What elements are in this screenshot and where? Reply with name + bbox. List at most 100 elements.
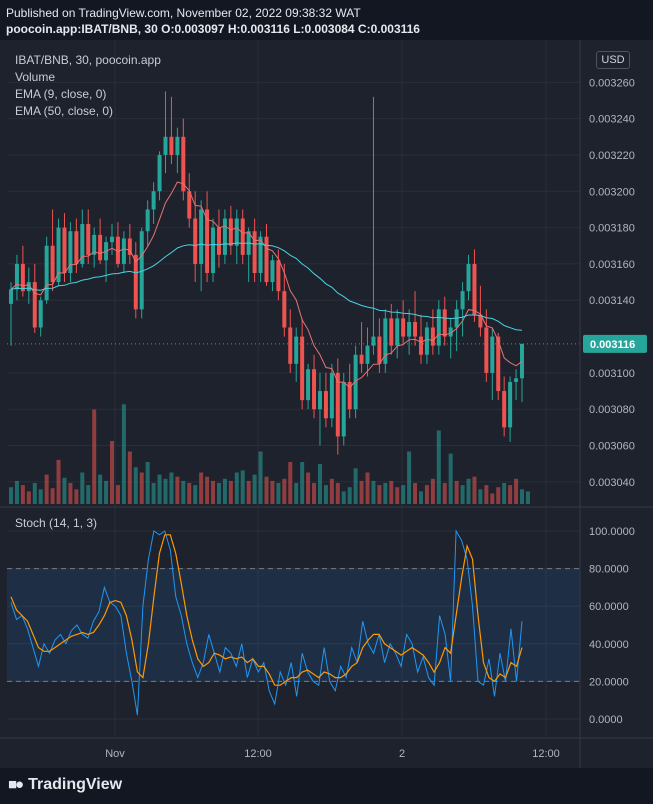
candle-body (389, 318, 394, 346)
price-tick-label: 0.003180 (589, 223, 635, 235)
chart-panel[interactable]: 0.003260 0.003240 0.003220 0.003200 0.003180… (0, 40, 653, 768)
volume-bar (163, 478, 168, 504)
published-note: Published on TradingView.com, November 0… (6, 6, 361, 20)
price-tick-label: 0.003040 (589, 477, 635, 489)
candle-body (222, 218, 227, 255)
volume-bar (490, 493, 495, 504)
candle-body (395, 318, 400, 346)
candle-body (418, 336, 423, 355)
candle-body (205, 209, 210, 273)
volume-bar (205, 476, 210, 504)
price-tick-label: 0.003260 (589, 77, 635, 89)
candle-body (484, 327, 489, 373)
legend-volume: Volume (15, 70, 56, 84)
ohlc-readout: poocoin.app:IBAT/BNB, 30 O:0.003097 H:0.… (6, 22, 420, 36)
candle-body (335, 372, 340, 437)
candle-body (430, 327, 435, 346)
price-tick-label: 0.003200 (589, 186, 635, 198)
volume-bar (288, 462, 293, 504)
volume-bar (62, 477, 67, 504)
volume-bar (484, 485, 489, 504)
stoch-panel (0, 506, 653, 716)
candle-body (145, 209, 150, 232)
currency-button[interactable]: USD (596, 51, 630, 69)
volume-bar (181, 480, 186, 504)
price-tick-label: 0.003220 (589, 150, 635, 162)
candle-body (127, 238, 132, 255)
candle-body (193, 218, 198, 264)
volume-bar (359, 480, 364, 504)
volume-bar (110, 441, 115, 504)
candle-body (472, 263, 477, 315)
candle-body (252, 231, 257, 273)
volume-bar (86, 485, 91, 504)
axes: 0.003260 0.003240 0.003220 0.003200 0.003180… (0, 40, 653, 768)
candle-body (424, 327, 429, 355)
volume-bar (395, 487, 400, 504)
volume-bar (104, 480, 109, 504)
candle-body (383, 318, 388, 364)
volume-bar (418, 491, 423, 504)
ema50-line (10, 242, 523, 331)
candle-body (68, 231, 73, 273)
candle-body (211, 227, 216, 273)
volume-bar (478, 489, 483, 504)
legend-ema50: EMA (50, close, 0) (15, 104, 114, 118)
volume-bar (211, 480, 216, 504)
candle-body (9, 289, 13, 304)
chart-svg[interactable]: 0.003260 0.003240 0.003220 0.003200 0.003180… (0, 40, 653, 768)
candle-body (413, 322, 418, 337)
top-bar: Published on TradingView.com, November 0… (0, 0, 653, 40)
candle-body (323, 391, 328, 419)
volume-bar (222, 478, 227, 504)
volume-bar (347, 487, 352, 504)
last-price-label: 0.003116 (590, 339, 635, 351)
candle-body (300, 336, 305, 401)
volume-bar (317, 464, 322, 504)
price-tick-label: 0.003140 (589, 295, 635, 307)
volume-bar (38, 489, 43, 504)
candle-body (312, 369, 317, 410)
stoch-k-line (10, 529, 523, 716)
candle-body (294, 336, 299, 364)
volume-bar (228, 480, 233, 504)
candle-body (276, 260, 281, 292)
candle-body (187, 191, 192, 219)
price-tick-label: 0.003080 (589, 404, 635, 416)
candles (9, 91, 524, 455)
candle-body (216, 227, 221, 255)
stoch-tick-label: 40.0000 (589, 639, 629, 651)
volume-bar (323, 485, 328, 504)
volume-bar (341, 491, 346, 504)
price-tick-label: 0.003100 (589, 368, 635, 380)
volume-bar (115, 485, 120, 504)
candle-body (466, 263, 471, 292)
candle-body (32, 282, 37, 328)
candle-body (377, 336, 382, 364)
candle-body (26, 282, 31, 292)
volume-bar (216, 483, 221, 504)
volume-bar (335, 483, 340, 504)
volume-bar (151, 483, 156, 504)
candle-body (175, 136, 180, 155)
candle-body (98, 234, 103, 261)
volume-bar (389, 480, 394, 504)
time-tick-label: 12:00 (244, 748, 272, 760)
candle-body (38, 300, 43, 328)
volume-bar (454, 480, 459, 504)
candle-body (288, 327, 293, 364)
price-tick-label: 0.003240 (589, 114, 635, 126)
candle-body (228, 218, 233, 246)
volume-bar (520, 489, 524, 504)
volume-bar (514, 478, 519, 504)
volume-bar (258, 451, 263, 504)
candle-body (353, 354, 358, 410)
candle-body (282, 291, 287, 328)
candle-body (520, 343, 524, 379)
volume-bar (306, 472, 311, 504)
legend-stoch: Stoch (14, 1, 3) (15, 516, 98, 530)
volume-bar (436, 430, 441, 504)
candle-body (407, 322, 412, 337)
legend-symbol: IBAT/BNB, 30, poocoin.app (15, 53, 161, 67)
time-tick-label: 12:00 (532, 748, 560, 760)
